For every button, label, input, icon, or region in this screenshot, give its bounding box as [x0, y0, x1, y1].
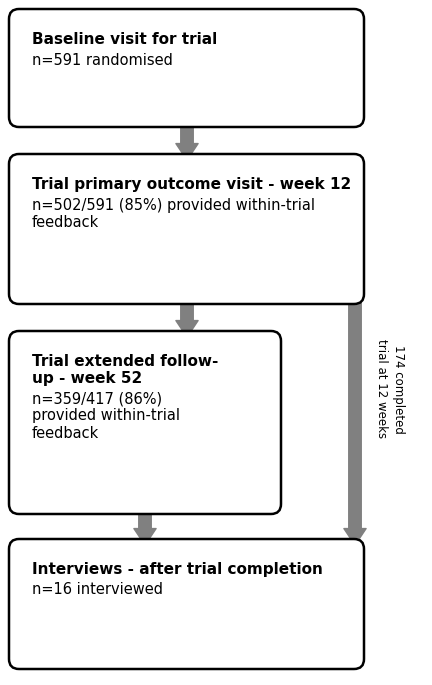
Text: Trial primary outcome visit - week 12: Trial primary outcome visit - week 12: [32, 177, 351, 192]
Text: n=359/417 (86%)
provided within-trial
feedback: n=359/417 (86%) provided within-trial fe…: [32, 391, 180, 441]
FancyBboxPatch shape: [9, 9, 364, 127]
Text: Baseline visit for trial: Baseline visit for trial: [32, 32, 217, 47]
Text: n=16 interviewed: n=16 interviewed: [32, 582, 163, 597]
FancyArrowPatch shape: [344, 232, 366, 545]
FancyBboxPatch shape: [9, 539, 364, 669]
FancyArrowPatch shape: [176, 121, 198, 160]
Text: Interviews - after trial completion: Interviews - after trial completion: [32, 562, 323, 577]
Text: n=591 randomised: n=591 randomised: [32, 53, 173, 68]
Text: Trial extended follow-
up - week 52: Trial extended follow- up - week 52: [32, 354, 218, 386]
FancyArrowPatch shape: [176, 298, 198, 337]
FancyBboxPatch shape: [9, 331, 281, 514]
Text: n=502/591 (85%) provided within-trial
feedback: n=502/591 (85%) provided within-trial fe…: [32, 197, 315, 230]
FancyBboxPatch shape: [9, 154, 364, 304]
FancyArrowPatch shape: [134, 508, 156, 545]
Text: 174 completed
trial at 12 weeks: 174 completed trial at 12 weeks: [375, 340, 405, 438]
